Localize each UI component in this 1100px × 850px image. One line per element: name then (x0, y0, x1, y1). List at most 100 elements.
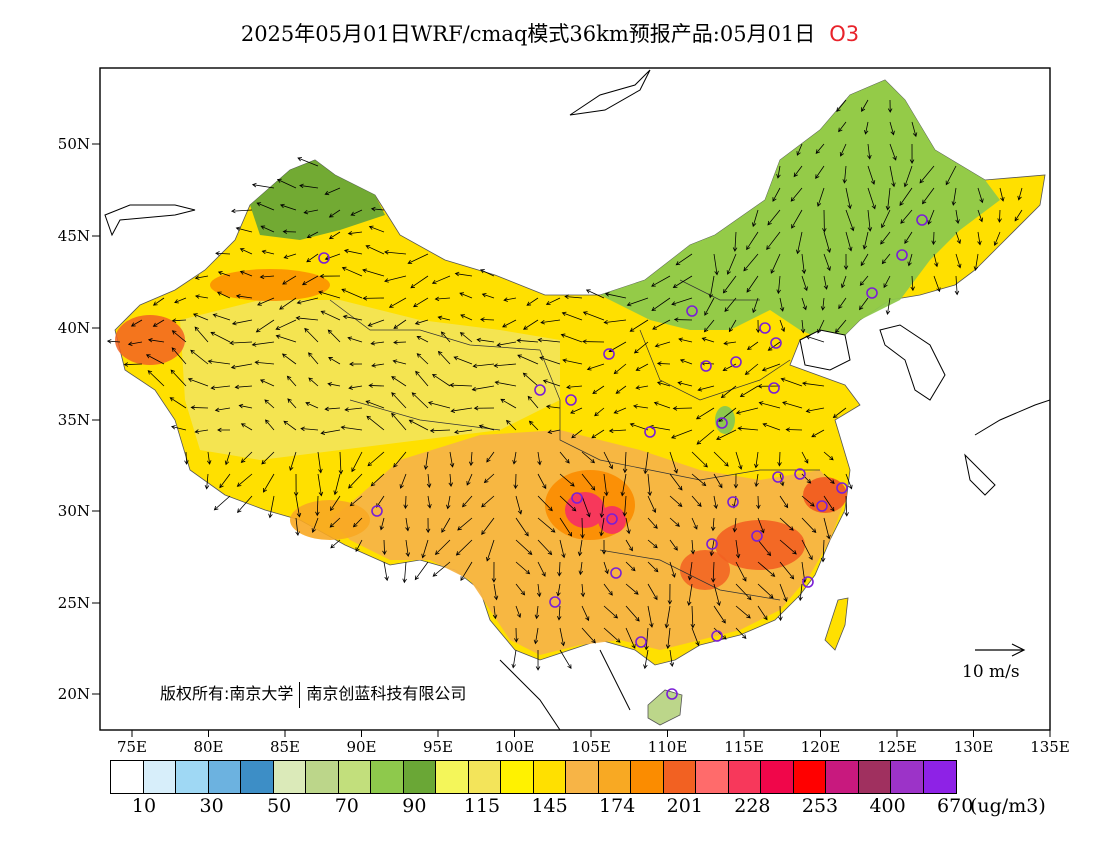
wind-arrow (592, 385, 605, 394)
wind-arrow (862, 231, 869, 250)
wind-arrow (581, 627, 596, 644)
wind-arrow (315, 495, 320, 517)
wind-arrow (217, 271, 231, 277)
wind-arrow (210, 385, 231, 391)
wind-arrow (370, 206, 385, 212)
wind-arrow (735, 583, 752, 601)
wind-arrow (669, 473, 683, 491)
station-marker (916, 214, 928, 226)
wind-arrow (581, 605, 590, 622)
wind-arrow (502, 319, 517, 328)
wind-arrow (910, 275, 915, 292)
wind-arrow (255, 319, 275, 333)
wind-arrow (259, 274, 275, 280)
wind-arrow (282, 229, 297, 234)
station-marker (770, 337, 782, 349)
wind-arrow (391, 412, 407, 431)
wind-arrow (744, 363, 759, 376)
colorbar-swatch (696, 761, 729, 793)
wind-arrow (517, 354, 539, 365)
wind-arrow (545, 404, 561, 410)
wind-arrow (283, 420, 297, 431)
wind-arrow (263, 473, 275, 493)
wind-arrow (391, 376, 407, 387)
wind-arrow (570, 407, 583, 414)
colorbar-tick: 174 (599, 795, 636, 817)
wind-arrow (559, 627, 566, 647)
wind-arrow (720, 385, 737, 399)
wind-arrow (184, 451, 189, 465)
wind-arrow (308, 352, 319, 365)
wind-arrow (235, 294, 253, 299)
wind-arrow (449, 451, 455, 468)
wind-arrow (635, 385, 649, 390)
wind-arrow (171, 318, 187, 323)
wind-arrow (350, 209, 363, 216)
wind-arrow (665, 627, 671, 650)
lat-label: 30N (58, 502, 90, 520)
wind-arrow (669, 561, 676, 578)
wind-arrow (333, 473, 341, 496)
wind-arrow (306, 253, 319, 263)
wind-arrow (722, 275, 737, 294)
wind-arrow (556, 583, 561, 597)
wind-arrow (329, 517, 341, 528)
wind-arrow (867, 209, 873, 232)
wind-arrow (457, 517, 473, 531)
green-zone-northeast (600, 80, 1000, 345)
orange-zone-south (330, 430, 845, 655)
wind-arrow (437, 350, 451, 365)
wind-arrow (754, 451, 759, 469)
wind-arrow (622, 451, 628, 474)
wind-arrow (843, 253, 849, 270)
wind-arrow (703, 319, 715, 333)
wind-arrow (713, 451, 729, 467)
wind-arrow (656, 381, 671, 387)
station-marker (571, 492, 583, 504)
wind-arrow (687, 561, 693, 581)
wind-arrow (691, 451, 708, 468)
wind-arrow (603, 627, 621, 643)
wind-arrow (586, 363, 605, 371)
wind-arrow (427, 401, 451, 409)
wind-arrow (820, 539, 826, 563)
wind-arrow (793, 165, 803, 178)
wind-arrow (352, 517, 363, 528)
wind-arrow (368, 225, 385, 233)
wind-arrow (647, 605, 654, 628)
wind-arrow (672, 275, 693, 288)
wind-arrow (690, 605, 696, 629)
wind-arrow (311, 517, 319, 533)
wind-arrow (214, 407, 231, 413)
wind-arrow (834, 319, 847, 334)
colorbar-swatch (501, 761, 534, 793)
wind-arrow (844, 495, 849, 517)
wind-arrow (355, 539, 363, 553)
wind-arrow (919, 165, 935, 184)
wind-arrow (434, 539, 451, 555)
wind-arrow (713, 627, 727, 640)
wind-arrow (823, 231, 832, 254)
wind-arrow (217, 427, 231, 433)
plateau-zone (180, 300, 560, 460)
wind-arrow (382, 539, 387, 556)
bohai-bay (799, 329, 851, 371)
wind-arrow (212, 313, 231, 321)
wind-arrow (653, 401, 671, 409)
wind-arrow (349, 495, 363, 507)
wind-arrow (732, 231, 738, 252)
copyright-note: 版权所有:南京大学 南京创蓝科技有限公司 (160, 680, 466, 708)
wind-arrow (625, 627, 636, 649)
wind-arrow (735, 407, 759, 415)
wind-arrow (839, 143, 847, 157)
wind-arrow (581, 495, 591, 518)
wind-arrow (414, 319, 429, 326)
wind-arrow (571, 429, 583, 439)
wind-arrow (672, 406, 693, 411)
colorbar-unit: (ug/m3) (970, 795, 1046, 817)
wind-arrow (239, 270, 253, 277)
station-marker (700, 360, 712, 372)
wind-arrow (647, 495, 657, 514)
wind-arrow (690, 539, 696, 555)
wind-arrow (881, 209, 891, 229)
